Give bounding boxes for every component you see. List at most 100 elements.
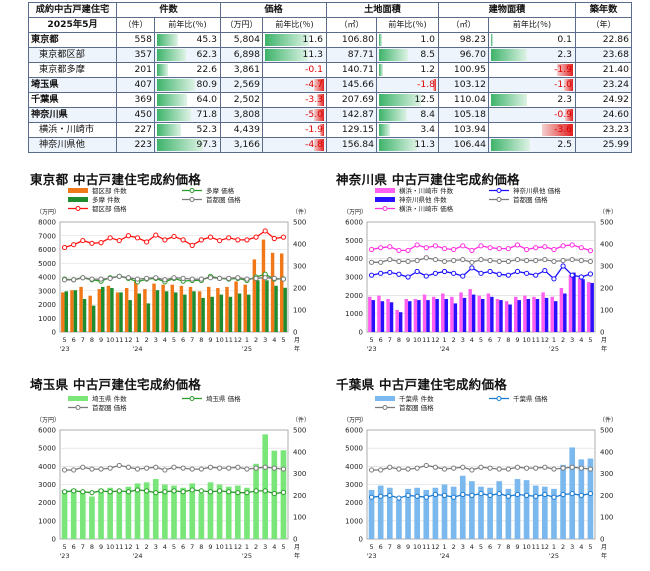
x-tick-label: 2 bbox=[254, 336, 258, 344]
line-point bbox=[153, 275, 159, 281]
y-right-tick: 0 bbox=[600, 536, 604, 544]
yoy-bar bbox=[379, 109, 408, 121]
bar-2 bbox=[398, 312, 403, 332]
x-tick-label: 3 bbox=[154, 336, 158, 344]
x-tick-label: 3 bbox=[154, 543, 158, 551]
cell-price: 2,569 bbox=[220, 77, 263, 93]
line-point bbox=[587, 490, 594, 497]
cell-land-yoy: 11.3 bbox=[376, 137, 439, 153]
line-point bbox=[226, 489, 232, 495]
line-point bbox=[235, 237, 241, 243]
y-left-unit: （万円） bbox=[343, 417, 367, 424]
bar-1 bbox=[542, 486, 548, 539]
bar-2 bbox=[371, 300, 376, 332]
bar-1 bbox=[459, 292, 463, 332]
x-tick-label: 12 bbox=[124, 336, 132, 344]
series-line-1 bbox=[64, 230, 284, 249]
x-tick-label: 6 bbox=[488, 543, 492, 551]
x-tick-label: 8 bbox=[397, 543, 401, 551]
line-point bbox=[514, 242, 521, 248]
legend-swatch bbox=[189, 396, 195, 401]
y-left-tick: 2000 bbox=[38, 499, 56, 507]
line-point bbox=[207, 489, 214, 495]
bar-1 bbox=[125, 486, 132, 539]
bar-2 bbox=[490, 296, 494, 332]
chart-title-kanagawa: 神奈川県 中古戸建住宅成約価格 bbox=[336, 172, 520, 187]
line-point bbox=[414, 465, 420, 471]
line-point bbox=[441, 492, 448, 498]
line-point bbox=[423, 462, 429, 469]
cell-bldg-yoy: 0.1 bbox=[488, 32, 576, 48]
line-point bbox=[271, 490, 277, 497]
yoy-bar bbox=[379, 124, 391, 136]
line-point bbox=[116, 237, 122, 244]
line-point bbox=[460, 464, 466, 470]
x-end-label: 年 bbox=[294, 345, 300, 353]
yoy-bar bbox=[542, 124, 573, 136]
unit-count-yoy: 前年比(％) bbox=[154, 17, 221, 33]
bar-1 bbox=[468, 289, 472, 332]
line-point bbox=[171, 464, 177, 470]
line-point bbox=[405, 247, 411, 254]
x-tick-label: 1 bbox=[442, 543, 446, 551]
line-point bbox=[460, 256, 466, 263]
bar-2 bbox=[201, 297, 205, 332]
line-point bbox=[387, 269, 393, 276]
line-point bbox=[217, 488, 223, 494]
line-point bbox=[378, 259, 384, 265]
x-tick-label: 10 bbox=[106, 543, 114, 551]
y-right-tick: 400 bbox=[600, 241, 613, 249]
bar-1 bbox=[216, 484, 223, 539]
line-point bbox=[551, 246, 557, 253]
line-point bbox=[396, 258, 402, 265]
line-point bbox=[107, 275, 113, 281]
bar-1 bbox=[170, 284, 174, 332]
x-tick-label: 8 bbox=[506, 543, 510, 551]
line-point bbox=[578, 274, 584, 280]
x-tick-label: 7 bbox=[388, 336, 392, 344]
yoy-value: 97.3 bbox=[196, 139, 217, 150]
bar-1 bbox=[98, 488, 104, 539]
line-point bbox=[478, 490, 484, 497]
bar-1 bbox=[386, 487, 393, 539]
bar-2 bbox=[228, 296, 233, 332]
x-tick-label: 11 bbox=[115, 543, 123, 551]
bar-1 bbox=[207, 286, 211, 332]
line-point bbox=[524, 270, 530, 276]
bar-1 bbox=[514, 296, 518, 332]
line-point bbox=[244, 237, 250, 243]
line-point bbox=[432, 256, 438, 263]
x-tick-label: 5 bbox=[588, 543, 592, 551]
cell-land-yoy: 12.5 bbox=[376, 92, 439, 108]
line-point bbox=[71, 467, 77, 473]
yoy-bar bbox=[313, 139, 324, 151]
line-point bbox=[560, 491, 566, 498]
bar-1 bbox=[404, 299, 409, 332]
cell-land: 145.66 bbox=[326, 77, 377, 93]
x-end-label: 年 bbox=[601, 552, 607, 560]
line-point bbox=[578, 245, 584, 251]
line-point bbox=[98, 488, 104, 494]
unit-price-yoy: 前年比(％) bbox=[262, 17, 327, 33]
line-point bbox=[189, 466, 195, 472]
legend-swatch bbox=[496, 396, 502, 401]
line-point bbox=[280, 234, 287, 240]
y-right-tick: 200 bbox=[293, 492, 306, 500]
line-point bbox=[387, 492, 393, 498]
bar-1 bbox=[405, 488, 411, 539]
yoy-value: 80.9 bbox=[196, 79, 217, 90]
x-year-label: '23 bbox=[367, 552, 377, 560]
bar-1 bbox=[252, 259, 257, 332]
bar-1 bbox=[477, 295, 481, 332]
y-right-tick: 100 bbox=[600, 514, 613, 522]
bar-2 bbox=[146, 303, 151, 332]
group-count: 件数 bbox=[116, 2, 221, 18]
line-point bbox=[198, 488, 204, 494]
yoy-bar bbox=[556, 64, 573, 76]
line-point bbox=[560, 263, 566, 269]
line-point bbox=[244, 276, 250, 282]
x-end-label: 月 bbox=[601, 544, 607, 551]
y-left-tick: 6000 bbox=[38, 427, 56, 435]
cell-price-yoy: 11.3 bbox=[262, 47, 327, 63]
x-tick-label: 5 bbox=[172, 336, 176, 344]
